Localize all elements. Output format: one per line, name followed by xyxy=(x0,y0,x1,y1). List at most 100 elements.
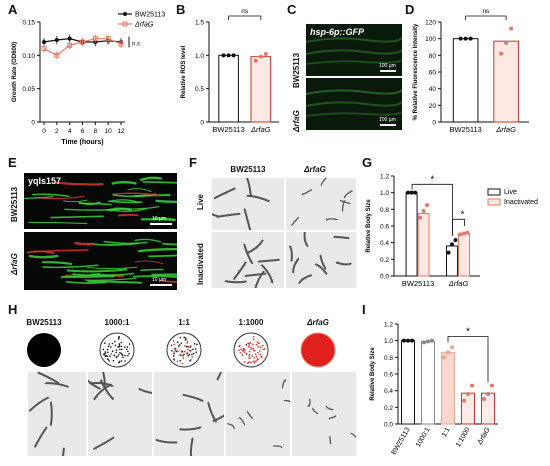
worm-2-3 xyxy=(244,272,267,277)
a-point-1-2 xyxy=(67,42,73,48)
b-ylabel: Relative ROS level xyxy=(181,45,187,98)
d-ns-text: ns xyxy=(482,8,490,15)
d-ylabel: % Relative Fluorescence Intensity xyxy=(413,23,419,120)
dish-2-dot-39 xyxy=(179,359,182,362)
dish-1-dot-6 xyxy=(102,348,105,351)
i-ytick-label-1: 0.2 xyxy=(384,405,393,412)
i-dot-3-2 xyxy=(470,383,474,388)
dish-3-dot-54 xyxy=(243,348,246,351)
i-dot-3-0 xyxy=(462,398,466,403)
e-muscle-texture-1 xyxy=(24,176,177,225)
f-image-bw-inactivated xyxy=(212,232,284,288)
g-ytick-label-6: 1.2 xyxy=(380,174,389,181)
dish-3-dot-25 xyxy=(253,362,256,364)
dish-3-dot-14 xyxy=(249,342,252,344)
dish-3-dot-15 xyxy=(245,353,248,355)
h-dish-title-1-1: 1:1 xyxy=(178,318,190,327)
dish-1-dot-44 xyxy=(118,361,120,364)
dish-3-dot-43 xyxy=(252,347,254,350)
b-dot-0-1 xyxy=(226,53,231,58)
worm-7-3 xyxy=(239,417,245,425)
d-bar-1 xyxy=(493,40,519,123)
eTex2-filament-20 xyxy=(60,275,115,279)
worm-3-1 xyxy=(319,254,327,270)
dish-2-dot-20 xyxy=(172,355,175,357)
h-dish-schematics xyxy=(27,332,336,368)
dish-1-dot-24 xyxy=(120,352,123,355)
dish-1-dot-34 xyxy=(120,345,123,348)
c-image-bw25113: hsp-6p::GFP 100 µm xyxy=(306,24,402,76)
panel-label-h: H xyxy=(8,302,18,317)
eTex1-filament-13 xyxy=(28,221,88,225)
i-bar-1 xyxy=(421,341,435,425)
d-xtick-label-1: ΔrfaG xyxy=(495,125,516,134)
a-ytick-label-1: 0.05 xyxy=(22,86,35,93)
dish-3-dot-1 xyxy=(243,351,246,354)
worm-8-1 xyxy=(329,436,332,445)
i-ytick-label-2: 0.4 xyxy=(384,388,393,395)
dish-2-dot-10 xyxy=(190,349,192,352)
f-worms-bw-live xyxy=(212,178,270,230)
dish-2-dot-21 xyxy=(182,357,185,360)
b-dot-1-0 xyxy=(253,58,258,63)
dish-1-dot-53 xyxy=(103,353,105,355)
dish-1-dot-47 xyxy=(125,348,128,351)
a-point-1-0 xyxy=(41,46,47,52)
h-dish-title-1-1000: 1:1000 xyxy=(238,318,264,327)
g-ytick-label-0: 0.0 xyxy=(380,274,389,281)
f-row-label-live: Live xyxy=(196,193,205,210)
eTex2-filament-24 xyxy=(148,254,177,258)
a-ns-text: n.s xyxy=(132,41,140,47)
g-ytick-label-3: 0.6 xyxy=(380,224,389,231)
g-legend-swatch-0 xyxy=(487,188,501,196)
eTex1-filament-23 xyxy=(108,200,143,204)
dish-3-dot-7 xyxy=(250,346,252,349)
g-sig-bracket-2 xyxy=(452,218,465,236)
dish-1-dot-8 xyxy=(123,346,126,348)
dish-2-dot-2 xyxy=(176,360,179,363)
e-image-rfag: 10 µm xyxy=(24,232,177,290)
dish-2-dot-42 xyxy=(172,340,175,342)
dish-3-dot-16 xyxy=(243,361,246,363)
worm-0-4 xyxy=(246,194,270,203)
i-dot-2-2 xyxy=(450,345,454,350)
f-image-rfag-inactivated xyxy=(286,232,356,288)
worm-8-2 xyxy=(350,432,356,439)
a-xtick-label-2: 4 xyxy=(68,128,72,135)
a-xtick-label-3: 6 xyxy=(81,128,85,135)
dish-2 xyxy=(166,332,202,368)
d-dot-1-1 xyxy=(504,40,509,45)
a-xtick-label-1: 2 xyxy=(55,128,59,135)
g-dot-1-1-0 xyxy=(458,232,463,237)
f-worms-rfag-live xyxy=(291,178,353,226)
worm-4-4 xyxy=(34,426,48,448)
g-dot-0-1-2 xyxy=(425,203,430,208)
worm-2-4 xyxy=(243,243,254,265)
d-dot-0-1 xyxy=(463,36,468,41)
eTex1-filament-21 xyxy=(141,218,176,222)
b-xtick-label-1: ΔrfaG xyxy=(250,125,271,134)
i-bar-2 xyxy=(441,351,455,425)
dish-3-dot-8 xyxy=(262,344,264,347)
worm-3-0 xyxy=(289,245,293,262)
dish-1-dot-16 xyxy=(114,340,116,343)
b-ytick-label-3: 1.5 xyxy=(195,20,204,27)
worm-6-4 xyxy=(179,426,202,431)
dish-1-dot-57 xyxy=(128,352,130,355)
eTex1-filament-25 xyxy=(111,180,137,185)
g-ytick-label-2: 0.4 xyxy=(380,240,389,247)
eTex2-filament-13 xyxy=(42,264,99,269)
dish-2-dot-47 xyxy=(178,344,181,346)
f-image-rfag-live xyxy=(286,178,356,230)
g-ytick-label-5: 1.0 xyxy=(380,190,389,197)
a-legend-marker-1 xyxy=(122,21,128,27)
a-ytick-label-3: 0.15 xyxy=(22,20,35,27)
a-legend-text-0: BW25113 xyxy=(135,12,165,19)
dish-1-dot-43 xyxy=(127,354,129,357)
dish-1-dot-14 xyxy=(117,354,120,356)
dish-3-dot-26 xyxy=(261,356,263,359)
b-dot-1-2 xyxy=(263,52,268,56)
dish-2-dot-35 xyxy=(190,345,192,347)
worm-3-5 xyxy=(333,235,350,240)
eTex1-filament-19 xyxy=(78,202,112,206)
